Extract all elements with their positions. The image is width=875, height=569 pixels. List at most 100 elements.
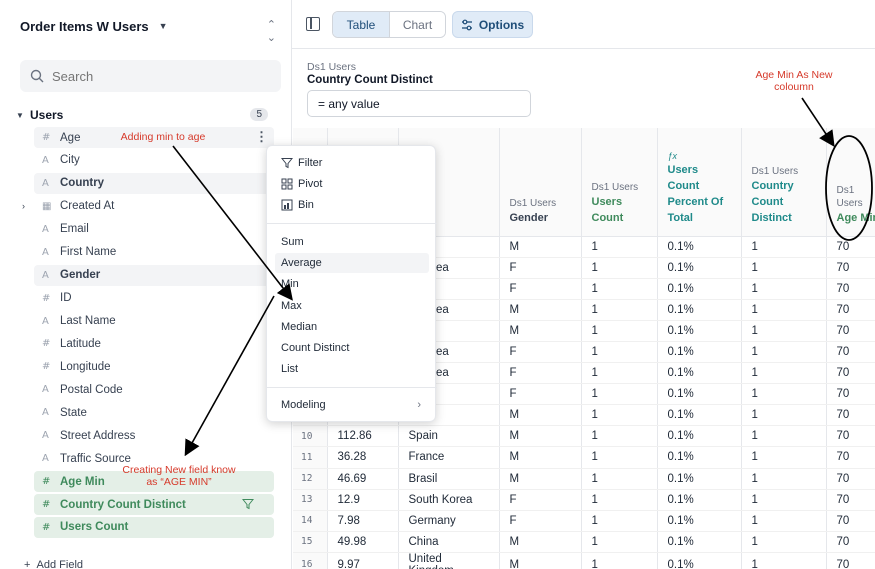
table-cell: 1 <box>581 425 658 448</box>
table-cell: 1 <box>581 299 658 321</box>
column-header[interactable]: ƒx Users Count Percent Of Total <box>657 128 742 237</box>
field-name: Email <box>60 223 89 236</box>
field-item[interactable]: A State <box>34 402 274 423</box>
field-item[interactable]: A Gender <box>34 264 274 286</box>
column-header[interactable]: Ds1 Users Age Min <box>826 128 875 237</box>
field-item[interactable]: A City <box>34 150 274 171</box>
menu-item-pivot[interactable]: Pivot <box>275 174 429 194</box>
field-item[interactable]: # Country Count Distinct <box>34 494 274 515</box>
table-cell: 12.9 <box>327 489 399 511</box>
field-name: Age Min <box>60 475 105 488</box>
field-name: Created At <box>60 200 115 213</box>
table-cell: 1 <box>741 404 827 427</box>
text-type-icon: A <box>42 177 49 189</box>
table-cell: 0.1% <box>657 341 742 364</box>
menu-item-sum[interactable]: Sum <box>281 236 304 248</box>
table-row: 10 112.86 Spain M 1 0.1% 1 70 <box>293 425 875 448</box>
chevron-right-icon[interactable]: › <box>22 201 25 212</box>
table-cell: 1 <box>741 362 827 385</box>
filter-source: Ds1 Users <box>307 61 357 73</box>
field-item[interactable]: # Age Min <box>34 471 274 493</box>
caret-down-icon: ▼ <box>16 110 24 120</box>
add-field-button[interactable]: + Add Field <box>24 559 83 569</box>
table-cell: 1 <box>581 383 658 406</box>
table-cell: 70 <box>826 362 875 385</box>
search-box[interactable] <box>20 60 281 92</box>
number-type-icon: # <box>42 292 51 304</box>
tab-table[interactable]: Table <box>333 12 389 37</box>
field-item[interactable]: › ▦ Created At <box>22 196 274 217</box>
field-item[interactable]: # Age ⋮ <box>34 127 274 148</box>
field-item[interactable]: A Country <box>34 172 274 194</box>
column-header[interactable]: Ds1 Users Country Count Distinct <box>741 128 827 237</box>
field-item[interactable]: # Latitude <box>34 333 274 354</box>
column-name: Country Count Distinct <box>751 179 794 224</box>
table-cell: 1 <box>581 468 658 490</box>
table-cell: 0.1% <box>657 299 742 321</box>
menu-item-filter[interactable]: Filter <box>275 153 429 173</box>
field-item[interactable]: # ID <box>34 288 274 309</box>
plus-icon: + <box>24 559 37 569</box>
table-cell: 1 <box>581 257 658 279</box>
field-item[interactable]: A Traffic Source <box>34 448 274 469</box>
more-options-icon[interactable]: ⋮ <box>255 129 268 144</box>
field-item[interactable]: A Postal Code <box>34 379 274 400</box>
table-cell: 1 <box>741 257 827 279</box>
menu-item-bin[interactable]: Bin <box>275 195 429 215</box>
options-button[interactable]: Options <box>452 11 533 38</box>
collapse-icon[interactable]: ⌃ ⌄ <box>266 19 276 44</box>
menu-item-average[interactable]: Average <box>275 253 429 274</box>
column-header[interactable]: Ds1 Users Users Count <box>581 128 658 237</box>
filter-icon[interactable] <box>242 498 254 510</box>
table-cell: 70 <box>826 425 875 448</box>
menu-item-count-distinct[interactable]: Count Distinct <box>281 342 350 354</box>
table-cell: 1 <box>741 446 827 469</box>
row-number: 11 <box>293 446 328 469</box>
table-cell: M <box>499 299 582 321</box>
text-type-icon: A <box>42 384 49 396</box>
filter-value-input[interactable]: = any value <box>307 90 531 117</box>
table-cell: Germany <box>398 510 500 532</box>
field-item[interactable]: # Users Count <box>34 516 274 538</box>
table-cell: 1 <box>581 531 658 553</box>
menu-item-min[interactable]: Min <box>281 278 299 291</box>
table-cell: 70 <box>826 383 875 406</box>
column-header[interactable]: Ds1 Users Gender <box>499 128 582 237</box>
table-cell: 0.1% <box>657 425 742 448</box>
menu-item-modeling[interactable]: Modeling › <box>281 399 421 411</box>
field-item[interactable]: # Longitude <box>34 356 274 377</box>
table-cell: 1 <box>741 320 827 342</box>
field-item[interactable]: A Email <box>34 219 274 240</box>
calendar-icon: ▦ <box>42 200 52 212</box>
table-cell: 36.28 <box>327 446 399 469</box>
text-type-icon: A <box>42 223 49 235</box>
table-cell: M <box>499 531 582 553</box>
source-selector[interactable]: Order Items W Users ▼ ⌃ ⌄ <box>20 16 280 45</box>
field-name: Street Address <box>60 429 136 442</box>
table-cell: F <box>499 257 582 279</box>
menu-item-median[interactable]: Median <box>281 320 318 333</box>
menu-item-list[interactable]: List <box>281 363 299 376</box>
sliders-icon <box>461 19 472 30</box>
annotation-new-column: Age Min As New coloumn <box>755 69 833 93</box>
field-list: # Age ⋮ A City A Country › ▦ Created At A Email A Fir… <box>22 127 274 540</box>
tab-chart[interactable]: Chart <box>389 12 445 37</box>
field-item[interactable]: A First Name <box>34 242 274 263</box>
search-input[interactable] <box>52 68 272 84</box>
table-cell: 1 <box>581 489 658 511</box>
field-item[interactable]: A Street Address <box>34 425 274 446</box>
field-name: State <box>60 406 87 419</box>
text-type-icon: A <box>42 315 49 327</box>
users-group-header[interactable]: ▼ Users 5 <box>16 107 278 123</box>
menu-item-max[interactable]: Max <box>281 299 302 312</box>
column-source: Ds1 Users <box>509 197 557 209</box>
table-cell: 0.1% <box>657 278 742 300</box>
options-label: Options <box>478 17 525 32</box>
field-name: City <box>60 154 80 167</box>
sidebar-toggle-icon[interactable] <box>306 17 320 31</box>
pivot-icon <box>281 178 293 190</box>
table-cell: 1 <box>741 489 827 511</box>
table-cell: M <box>499 236 582 258</box>
number-type-icon: # <box>42 338 51 350</box>
field-item[interactable]: A Last Name <box>34 311 274 332</box>
